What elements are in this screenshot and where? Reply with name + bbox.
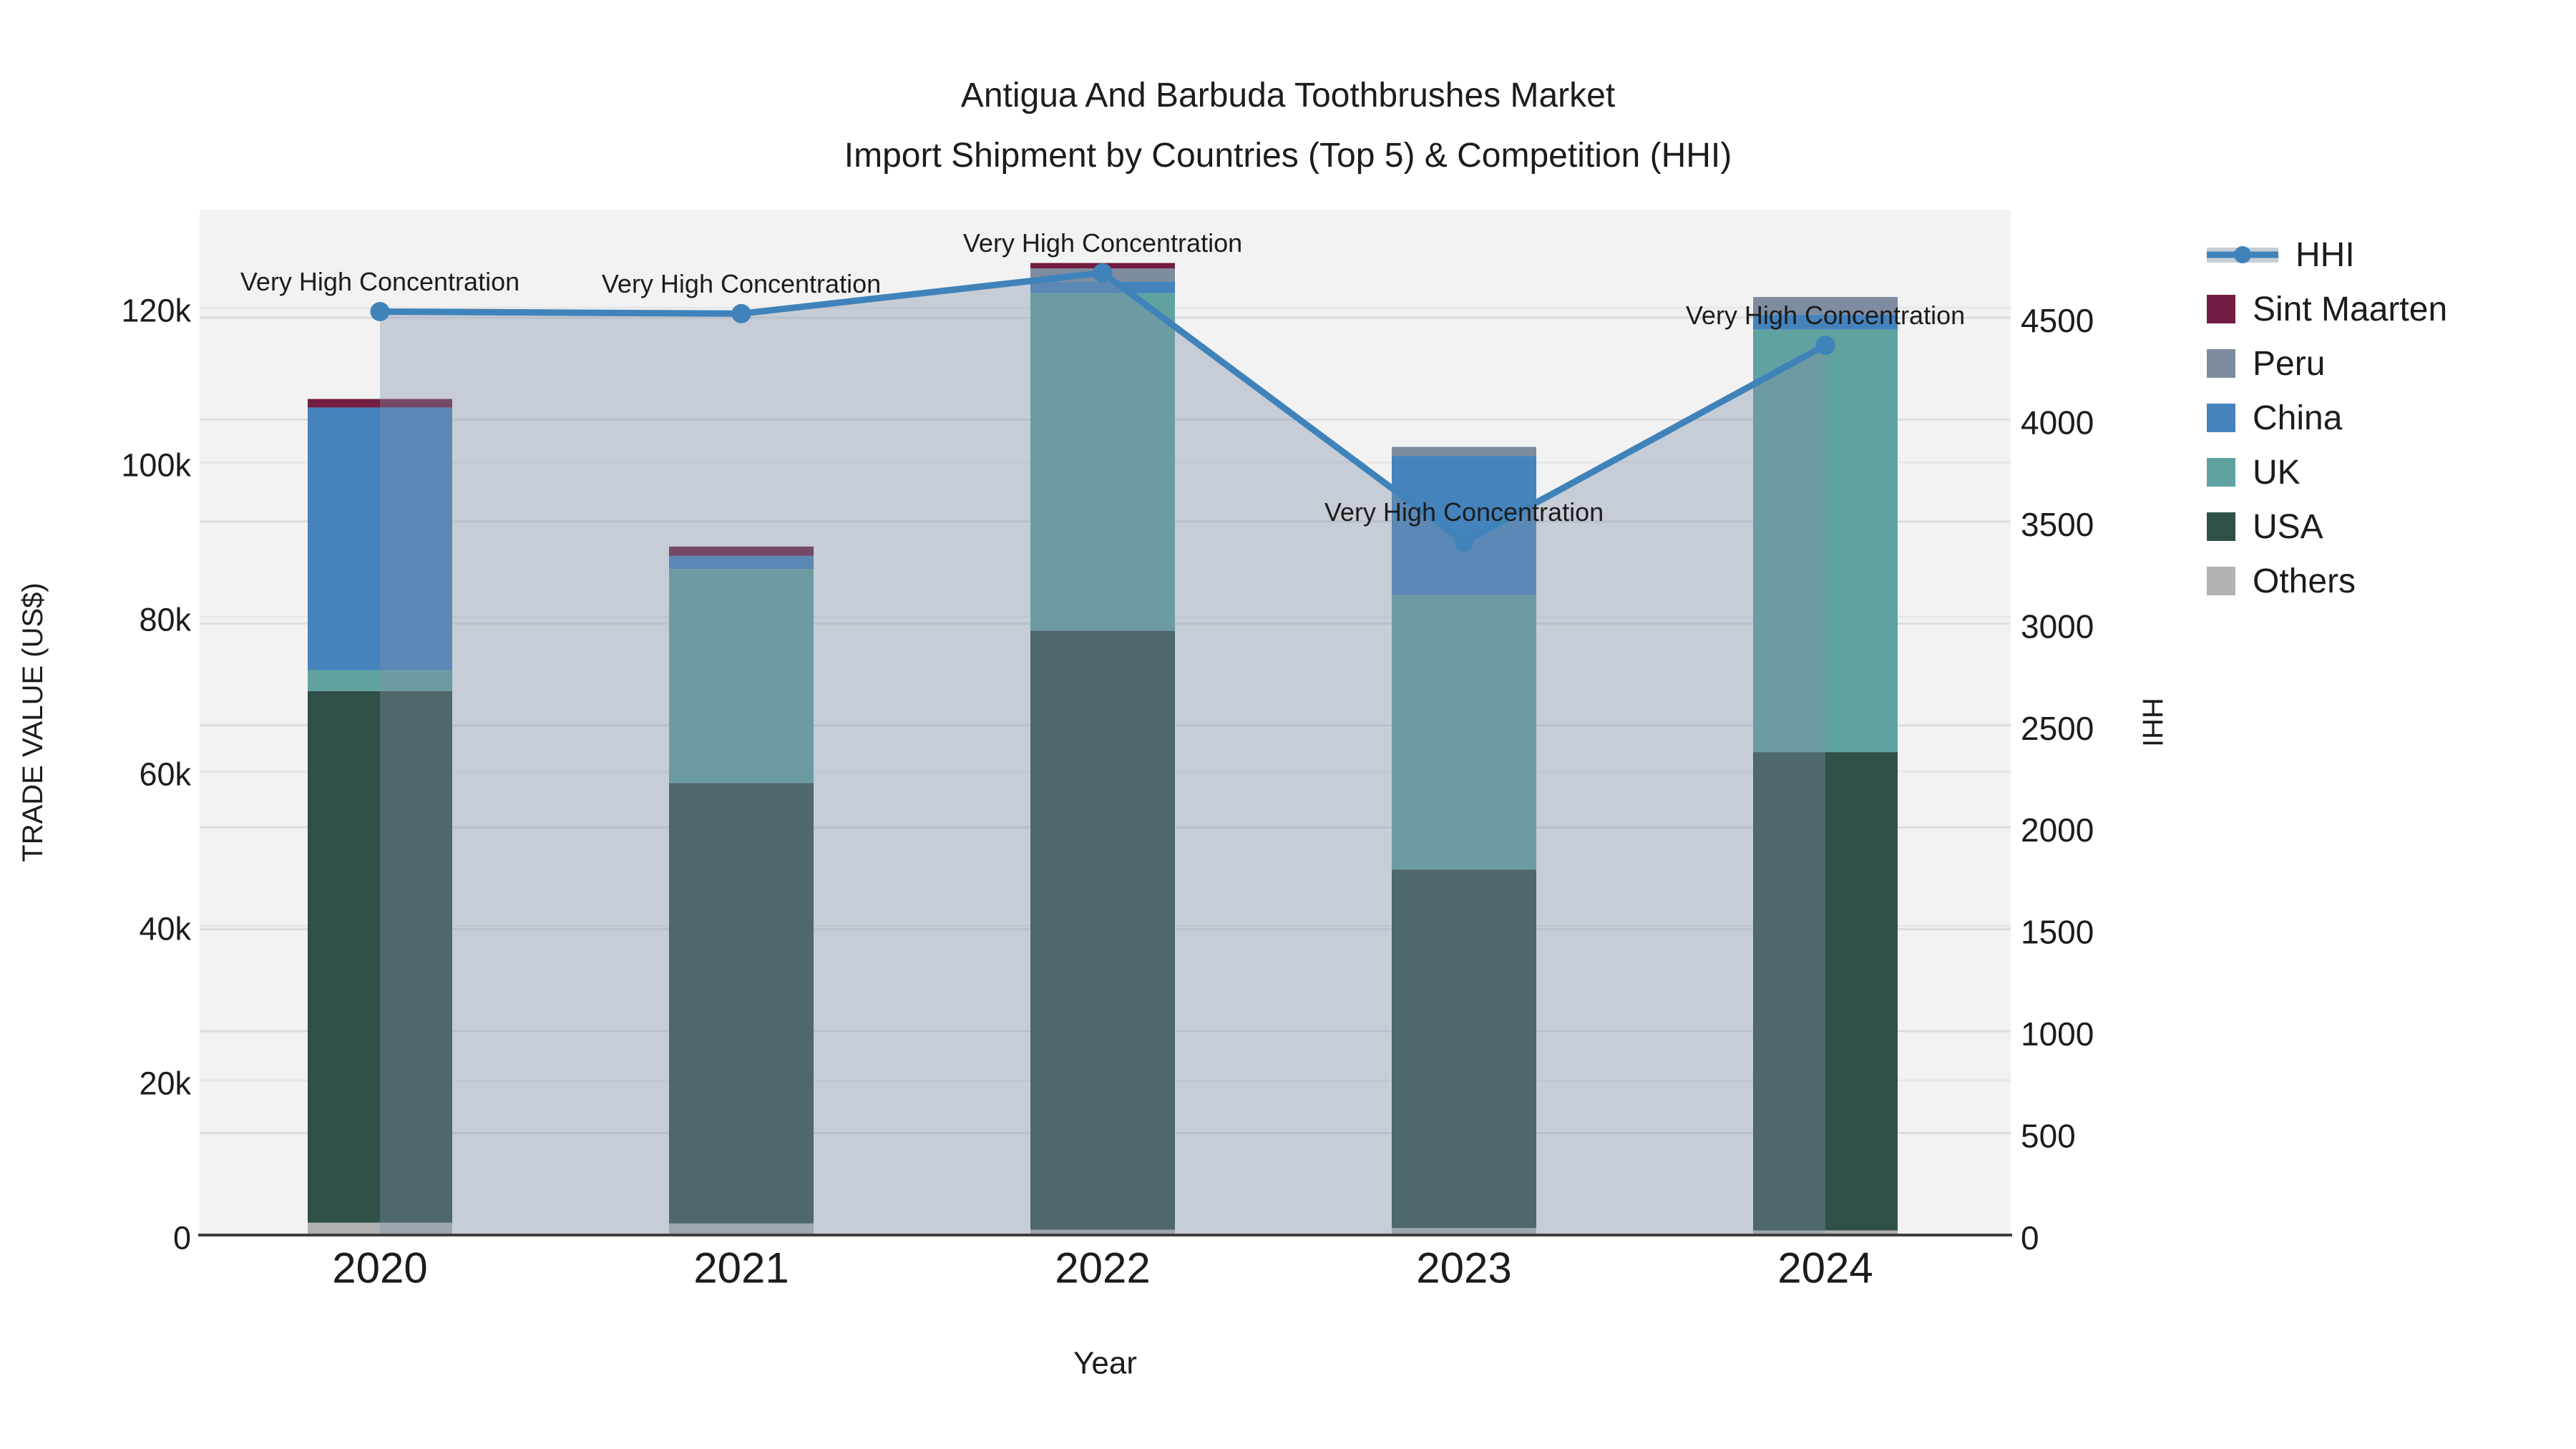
bar-segment-sint-maarten-2020[interactable] — [308, 399, 452, 408]
bar-segment-peru-2023[interactable] — [1392, 447, 1536, 457]
x-axis-tick-label-2023: 2023 — [1416, 1244, 1511, 1292]
bar-segment-uk-2022[interactable] — [1030, 293, 1175, 631]
hhi-area-fill — [380, 273, 1825, 1235]
legend-item-peru[interactable]: Peru — [2207, 336, 2447, 391]
bar-segment-others-2023[interactable] — [1392, 1228, 1536, 1235]
annotation-2023: Very High Concentration — [1324, 497, 1604, 527]
right-axis-tick-label: 3500 — [2021, 506, 2094, 543]
bar-segment-china-2021[interactable] — [669, 555, 814, 570]
bar-segment-others-2020[interactable] — [308, 1222, 452, 1235]
right-axis-tick-label: 500 — [2021, 1118, 2076, 1155]
left-axis-title: TRADE VALUE (US$) — [17, 582, 49, 862]
legend-item-china[interactable]: China — [2207, 391, 2447, 445]
annotation-2022: Very High Concentration — [963, 228, 1242, 258]
legend-item-usa[interactable]: USA — [2207, 499, 2447, 554]
annotation-2024: Very High Concentration — [1686, 301, 1965, 330]
legend-label: UK — [2253, 453, 2301, 492]
right-axis-tick-label: 2500 — [2021, 710, 2094, 747]
annotation-2021: Very High Concentration — [602, 269, 881, 298]
x-axis-tick-label-2021: 2021 — [693, 1244, 789, 1292]
left-axis-tick-label: 60k — [139, 756, 191, 793]
legend-swatch-icon — [2207, 295, 2235, 323]
x-axis-tick-label-2024: 2024 — [1777, 1244, 1873, 1292]
x-axis-title: Year — [1073, 1346, 1137, 1381]
bar-segment-others-2022[interactable] — [1030, 1229, 1175, 1235]
left-axis-tick-label: 100k — [121, 447, 191, 484]
chart-title-line1: Antigua And Barbuda Toothbrushes Market — [960, 77, 1616, 114]
x-axis-tick-label-2022: 2022 — [1055, 1244, 1150, 1292]
right-axis-title: HHI — [2137, 698, 2168, 747]
legend-swatch-icon — [2207, 567, 2235, 595]
right-axis-tick-label: 2000 — [2021, 811, 2094, 849]
bar-segment-usa-2024[interactable] — [1753, 752, 1898, 1231]
bar-segment-uk-2020[interactable] — [308, 670, 452, 691]
legend-swatch-icon — [2207, 349, 2235, 378]
bar-segment-china-2023[interactable] — [1392, 456, 1536, 595]
hhi-marker-2022[interactable] — [1093, 263, 1113, 283]
legend-label: USA — [2253, 507, 2323, 546]
right-axis-tick-label: 4500 — [2021, 302, 2094, 339]
bar-segment-usa-2021[interactable] — [669, 783, 814, 1224]
bar-segment-usa-2023[interactable] — [1392, 869, 1536, 1229]
chart-title-line2: Import Shipment by Countries (Top 5) & C… — [844, 137, 1732, 175]
legend-item-uk[interactable]: UK — [2207, 445, 2447, 499]
annotation-2020: Very High Concentration — [240, 267, 519, 296]
bar-segment-usa-2022[interactable] — [1030, 630, 1175, 1230]
legend-label: Peru — [2253, 344, 2326, 383]
legend-item-hhi[interactable]: HHI — [2207, 228, 2447, 282]
legend-label: HHI — [2296, 235, 2355, 274]
bar-segment-others-2024[interactable] — [1753, 1230, 1898, 1235]
right-axis-tick-label: 0 — [2021, 1219, 2039, 1257]
hhi-marker-2020[interactable] — [370, 301, 390, 321]
bar-segment-uk-2023[interactable] — [1392, 595, 1536, 870]
legend-label: China — [2253, 399, 2343, 437]
legend-swatch-icon — [2207, 404, 2235, 432]
hhi-line-swatch-icon — [2207, 246, 2278, 263]
legend-item-others[interactable]: Others — [2207, 554, 2447, 608]
legend-swatch-icon — [2207, 512, 2235, 541]
legend-swatch-icon — [2207, 458, 2235, 487]
bar-segment-sint-maarten-2021[interactable] — [669, 546, 814, 556]
left-axis-tick-label: 20k — [139, 1065, 191, 1102]
bar-segment-uk-2021[interactable] — [669, 569, 814, 784]
left-axis-tick-label: 0 — [173, 1220, 191, 1257]
bar-segment-china-2024[interactable] — [1753, 314, 1898, 330]
chart-title: Antigua And Barbuda Toothbrushes Market … — [0, 66, 2576, 186]
legend-label: Sint Maarten — [2253, 290, 2448, 328]
right-axis-tick-label: 1000 — [2021, 1015, 2094, 1053]
bar-segment-china-2022[interactable] — [1030, 281, 1175, 293]
hhi-marker-2023[interactable] — [1454, 532, 1474, 552]
left-axis-tick-label: 120k — [121, 293, 191, 329]
x-axis-tick-label-2020: 2020 — [332, 1244, 427, 1292]
legend-label: Others — [2253, 562, 2356, 600]
bar-segment-uk-2024[interactable] — [1753, 329, 1898, 753]
bar-segment-others-2021[interactable] — [669, 1223, 814, 1235]
hhi-marker-2024[interactable] — [1815, 335, 1835, 355]
bar-segment-usa-2020[interactable] — [308, 691, 452, 1223]
legend: HHI Sint Maarten Peru China UK USA Others — [2207, 228, 2447, 608]
left-axis-tick-label: 40k — [139, 911, 191, 947]
right-axis-tick-label: 4000 — [2021, 404, 2094, 441]
legend-item-sint-maarten[interactable]: Sint Maarten — [2207, 282, 2447, 336]
left-axis-tick-label: 80k — [139, 602, 191, 638]
hhi-marker-2021[interactable] — [731, 303, 751, 323]
bar-segment-peru-2024[interactable] — [1753, 297, 1898, 315]
bar-segment-china-2020[interactable] — [308, 407, 452, 670]
right-axis-tick-label: 3000 — [2021, 608, 2094, 645]
right-axis-tick-label: 1500 — [2021, 914, 2094, 951]
